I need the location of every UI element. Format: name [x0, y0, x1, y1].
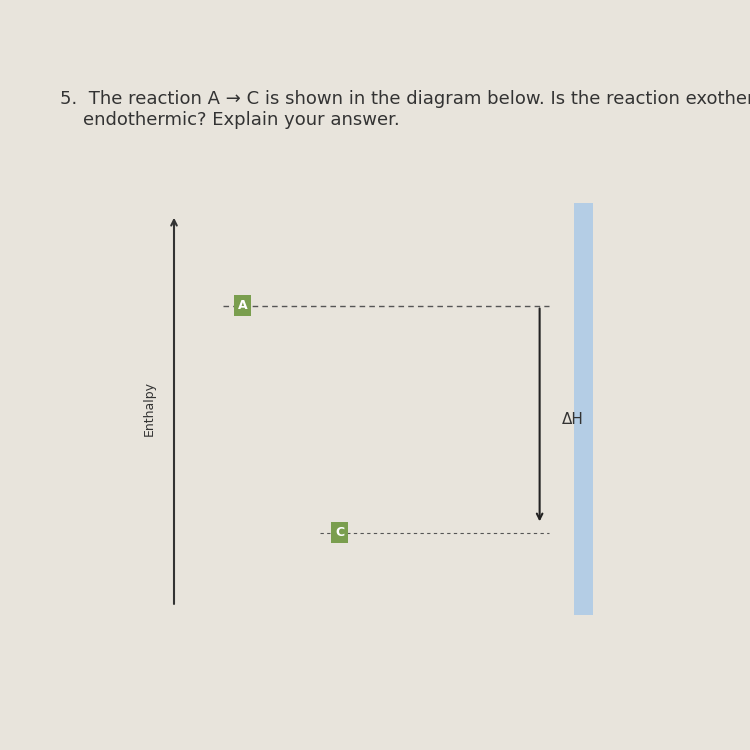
Text: 5.  The reaction A → C is shown in the diagram below. Is the reaction exothermic: 5. The reaction A → C is shown in the di…	[60, 90, 750, 129]
Text: C: C	[335, 526, 344, 539]
Bar	[574, 202, 593, 615]
Text: Enthalpy: Enthalpy	[143, 381, 156, 436]
Text: A: A	[238, 299, 247, 312]
Text: ΔH: ΔH	[562, 412, 584, 427]
